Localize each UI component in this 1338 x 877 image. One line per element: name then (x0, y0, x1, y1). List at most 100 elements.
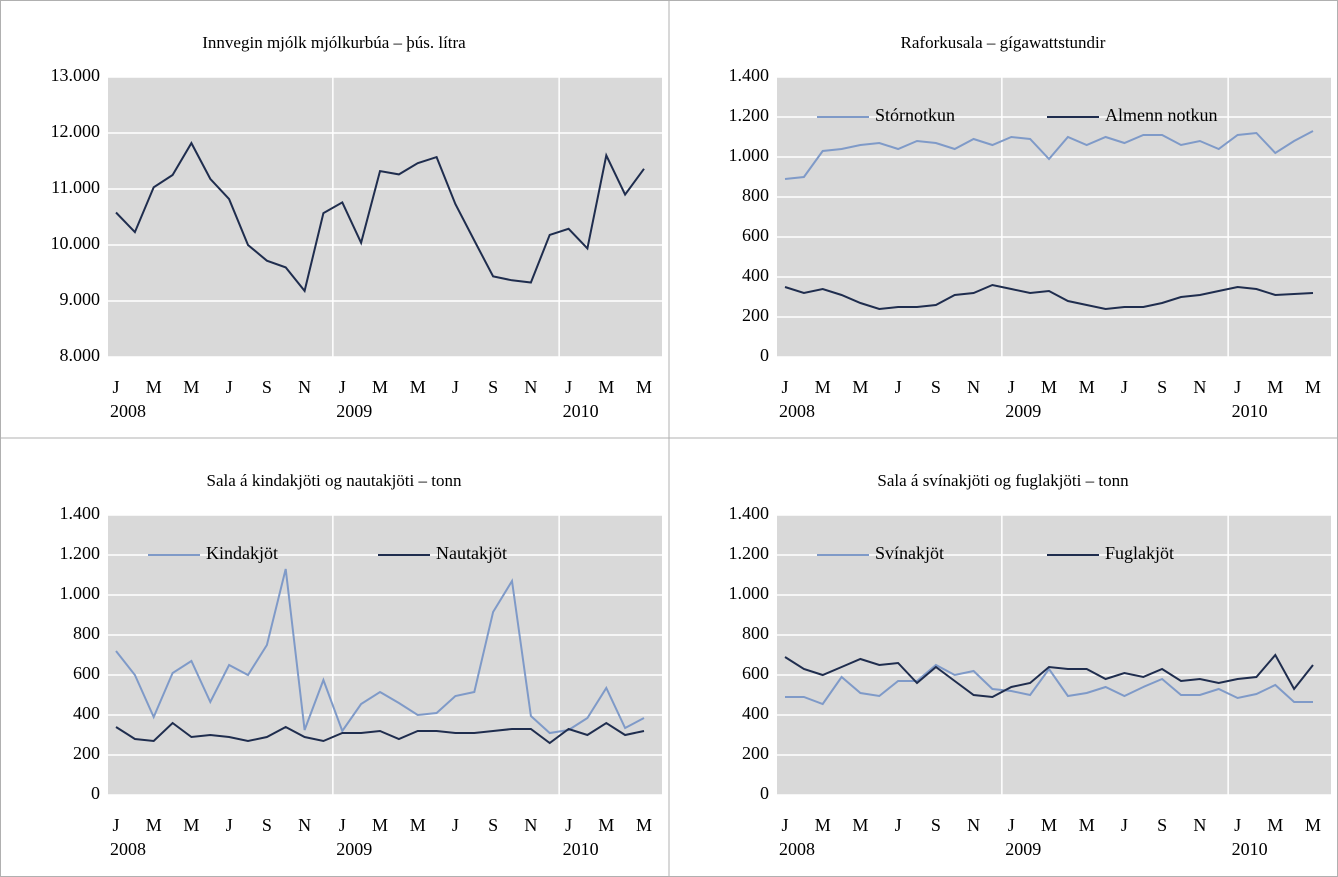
y-tick-label: 1.400 (729, 503, 770, 523)
legend-label: Nautakjöt (436, 543, 507, 563)
x-tick-label: M (372, 377, 388, 397)
x-tick-label: J (1121, 815, 1128, 835)
y-tick-label: 800 (742, 623, 769, 643)
y-tick-label: 600 (73, 663, 100, 683)
x-tick-label: S (1157, 377, 1167, 397)
x-tick-label: S (488, 377, 498, 397)
chart-title: Sala á kindakjöti og nautakjöti – tonn (207, 471, 462, 490)
y-tick-label: 12.000 (51, 121, 101, 141)
y-tick-label: 200 (742, 743, 769, 763)
x-tick-label: J (895, 377, 902, 397)
y-tick-label: 8.000 (60, 345, 101, 365)
y-tick-label: 13.000 (51, 65, 101, 85)
y-tick-label: 200 (73, 743, 100, 763)
y-tick-label: 600 (742, 663, 769, 683)
x-tick-label: N (967, 815, 980, 835)
legend-label: Fuglakjöt (1105, 543, 1174, 563)
x-tick-label: M (183, 377, 199, 397)
y-tick-label: 1.000 (729, 145, 770, 165)
x-tick-label: M (1267, 377, 1283, 397)
chart-title: Sala á svínakjöti og fuglakjöti – tonn (877, 471, 1129, 490)
x-year-label: 2008 (110, 401, 146, 421)
x-tick-label: J (452, 377, 459, 397)
x-tick-label: S (931, 815, 941, 835)
x-tick-label: J (112, 815, 119, 835)
x-tick-label: M (815, 815, 831, 835)
x-year-label: 2010 (563, 401, 599, 421)
y-tick-label: 9.000 (60, 289, 101, 309)
series-line (784, 653, 1314, 699)
series-line (115, 568, 645, 735)
x-tick-label: J (781, 377, 788, 397)
x-tick-label: M (1041, 377, 1057, 397)
x-tick-label: N (524, 377, 537, 397)
x-tick-label: S (1157, 815, 1167, 835)
series-line (784, 283, 1314, 311)
x-tick-label: S (488, 815, 498, 835)
x-year-label: 2010 (1232, 839, 1268, 859)
x-year-label: 2010 (1232, 401, 1268, 421)
x-tick-label: M (636, 377, 652, 397)
x-tick-label: J (339, 815, 346, 835)
x-tick-label: J (895, 815, 902, 835)
x-tick-label: M (410, 815, 426, 835)
y-tick-label: 1.200 (60, 543, 101, 563)
plot-area (108, 515, 662, 795)
x-tick-label: J (1008, 815, 1015, 835)
x-tick-label: M (1079, 815, 1095, 835)
y-tick-label: 0 (760, 783, 769, 803)
x-tick-label: M (598, 377, 614, 397)
x-tick-label: M (815, 377, 831, 397)
x-tick-label: M (146, 377, 162, 397)
plot-area (777, 515, 1331, 795)
x-year-label: 2009 (336, 401, 372, 421)
y-tick-label: 400 (73, 703, 100, 723)
x-tick-label: M (146, 815, 162, 835)
x-tick-label: S (931, 377, 941, 397)
x-tick-label: M (1267, 815, 1283, 835)
chart-title: Raforkusala – gígawattstundir (901, 33, 1106, 52)
y-tick-label: 11.000 (51, 177, 100, 197)
x-tick-label: M (372, 815, 388, 835)
series-line (115, 141, 645, 294)
x-tick-label: M (1041, 815, 1057, 835)
x-tick-label: M (1305, 815, 1321, 835)
series-line (785, 663, 1313, 706)
x-tick-label: J (112, 377, 119, 397)
x-year-label: 2009 (1005, 401, 1041, 421)
x-tick-label: M (852, 377, 868, 397)
y-tick-label: 800 (742, 185, 769, 205)
x-tick-label: J (1008, 377, 1015, 397)
legend-label: Svínakjöt (875, 543, 944, 563)
x-year-label: 2009 (336, 839, 372, 859)
x-tick-label: N (298, 815, 311, 835)
y-tick-label: 600 (742, 225, 769, 245)
y-tick-label: 1.000 (729, 583, 770, 603)
x-tick-label: J (226, 377, 233, 397)
y-tick-label: 1.400 (60, 503, 101, 523)
x-year-label: 2008 (110, 839, 146, 859)
x-tick-label: N (1193, 815, 1206, 835)
x-tick-label: M (1305, 377, 1321, 397)
x-tick-label: S (262, 815, 272, 835)
x-tick-label: J (1121, 377, 1128, 397)
x-tick-label: M (598, 815, 614, 835)
y-tick-label: 400 (742, 703, 769, 723)
plot-area (108, 77, 662, 357)
x-tick-label: J (339, 377, 346, 397)
x-tick-label: M (410, 377, 426, 397)
legend-label: Stórnotkun (875, 105, 955, 125)
y-tick-label: 1.200 (729, 543, 770, 563)
y-tick-label: 1.400 (729, 65, 770, 85)
x-tick-label: N (298, 377, 311, 397)
y-tick-label: 200 (742, 305, 769, 325)
legend-label: Kindakjöt (206, 543, 278, 563)
x-tick-label: S (262, 377, 272, 397)
x-tick-label: J (1234, 377, 1241, 397)
x-tick-label: J (781, 815, 788, 835)
y-tick-label: 0 (760, 345, 769, 365)
y-tick-label: 400 (742, 265, 769, 285)
y-tick-label: 10.000 (51, 233, 101, 253)
x-tick-label: M (1079, 377, 1095, 397)
